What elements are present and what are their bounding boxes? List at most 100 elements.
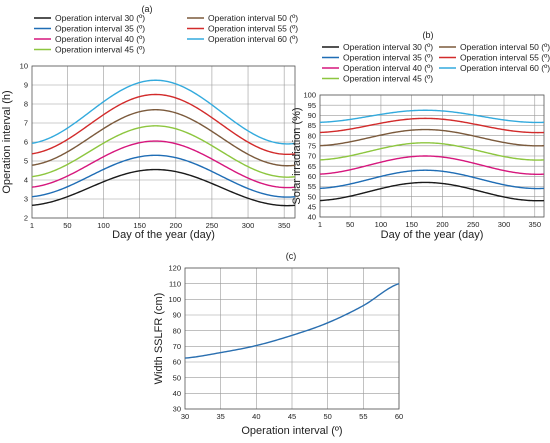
series-line-1	[184, 283, 400, 359]
y-tick-label: 80	[308, 131, 316, 140]
y-tick-label: 110	[169, 279, 181, 288]
y-tick-label: 3	[24, 195, 28, 204]
legend-entry: Operation interval 50 (º)	[208, 13, 298, 23]
y-tick-label: 80	[173, 326, 181, 335]
y-tick-label: 9	[24, 81, 28, 90]
y-tick-label: 8	[24, 100, 28, 109]
x-tick-label: 300	[498, 220, 511, 229]
x-axis-label: Operation interval (º)	[241, 425, 342, 437]
y-tick-label: 45	[308, 202, 316, 211]
y-tick-label: 50	[308, 192, 316, 201]
series-line-4	[319, 142, 545, 161]
y-axis-label: Width SSLFR (cm)	[153, 293, 165, 385]
series-line-7	[31, 79, 296, 145]
legend-entry: Operation interval 35 (º)	[55, 24, 145, 34]
series-line-4	[31, 125, 296, 178]
x-tick-label: 350	[278, 221, 291, 230]
legend-entry: Operation interval 35 (º)	[343, 53, 433, 63]
series-line-5	[31, 109, 296, 167]
y-tick-label: 6	[24, 138, 28, 147]
panel-label: (c)	[286, 251, 297, 261]
panel-label: (b)	[423, 30, 434, 40]
y-tick-label: 100	[303, 91, 316, 100]
y-tick-label: 65	[308, 162, 316, 171]
plot-frame	[319, 94, 545, 218]
x-tick-label: 60	[395, 412, 403, 421]
x-tick-label: 50	[63, 221, 71, 230]
series-line-3	[31, 140, 296, 189]
y-tick-label: 4	[24, 176, 28, 185]
legend-entry: Operation interval 45 (º)	[343, 74, 433, 84]
y-tick-label: 40	[308, 213, 316, 222]
legend-entry: Operation interval 45 (º)	[55, 45, 145, 55]
x-tick-label: 200	[436, 220, 449, 229]
x-axis-label: Day of the year (day)	[112, 229, 215, 241]
chart-panel-b: (b)1 50 100 150 200 250 300 3504045505560657075…	[291, 30, 550, 241]
y-axis-label: Operation interval (h)	[1, 90, 13, 193]
x-tick-label: 35	[216, 412, 224, 421]
y-tick-label: 75	[308, 141, 316, 150]
series-line-1	[31, 168, 296, 207]
series-line-1	[319, 181, 545, 202]
x-tick-label: 1	[30, 221, 34, 230]
x-tick-label: 50	[346, 220, 354, 229]
legend-entry: Operation interval 55 (º)	[460, 53, 550, 63]
plot-frame	[184, 267, 400, 410]
legend-entry: Operation interval 60 (º)	[460, 63, 550, 73]
x-tick-label: 100	[375, 220, 388, 229]
y-tick-label: 70	[308, 152, 316, 161]
series-line-2	[319, 169, 545, 190]
y-tick-label: 100	[168, 295, 181, 304]
legend: Operation interval 30 (º) Operation inter…	[322, 42, 550, 84]
legend-entry: Operation interval 30 (º)	[55, 13, 145, 23]
y-tick-label: 7	[24, 119, 28, 128]
y-tick-label: 50	[173, 373, 181, 382]
series-line-2	[31, 154, 296, 198]
legend-entry: Operation interval 40 (º)	[55, 34, 145, 44]
legend: Operation interval 30 (º) Operation inter…	[34, 13, 298, 55]
y-tick-label: 5	[24, 157, 28, 166]
x-tick-label: 30	[181, 412, 189, 421]
series-line-6	[31, 93, 296, 156]
grid	[185, 267, 400, 410]
x-tick-label: 150	[405, 220, 418, 229]
legend-entry: Operation interval 40 (º)	[343, 63, 433, 73]
y-tick-label: 70	[173, 342, 181, 351]
y-tick-label: 40	[173, 389, 181, 398]
y-tick-label: 85	[308, 121, 316, 130]
y-tick-label: 55	[308, 182, 316, 191]
y-tick-label: 60	[308, 172, 316, 181]
y-tick-label: 95	[308, 101, 316, 110]
chart-panel-c: (c) 30 35 40 45 50 55 60 30 40 50 60 70 80 90 100 110 120…	[153, 251, 403, 437]
x-tick-label: 45	[288, 412, 296, 421]
x-tick-label: 250	[467, 220, 480, 229]
x-tick-label: 40	[252, 412, 260, 421]
y-tick-label: 90	[308, 111, 316, 120]
legend-entry: Operation interval 60 (º)	[208, 34, 298, 44]
y-tick-label: 30	[173, 405, 181, 414]
legend-entry: Operation interval 30 (º)	[343, 42, 433, 52]
x-tick-label: 300	[242, 221, 255, 230]
x-tick-label: 1	[318, 220, 322, 229]
grid	[320, 94, 544, 218]
y-tick-label: 120	[168, 264, 181, 273]
x-tick-label: 50	[323, 412, 331, 421]
x-tick-label: 200	[170, 221, 183, 230]
series-line-6	[319, 117, 545, 134]
y-axis-label: Solar irradiation (%)	[291, 107, 303, 204]
x-axis-label: Day of the year (day)	[381, 229, 484, 241]
series-line-7	[319, 109, 545, 124]
panel-label: (a)	[142, 4, 153, 14]
series-line-3	[319, 155, 545, 175]
y-tick-label: 60	[173, 358, 181, 367]
y-tick-label: 90	[173, 311, 181, 320]
x-tick-label: 350	[529, 220, 542, 229]
plot-frame	[31, 65, 296, 219]
x-tick-label: 250	[206, 221, 219, 230]
series-line-5	[319, 128, 545, 147]
y-tick-label: 2	[24, 214, 28, 223]
y-tick-label: 10	[20, 62, 28, 71]
legend-entry: Operation interval 50 (º)	[460, 42, 550, 52]
